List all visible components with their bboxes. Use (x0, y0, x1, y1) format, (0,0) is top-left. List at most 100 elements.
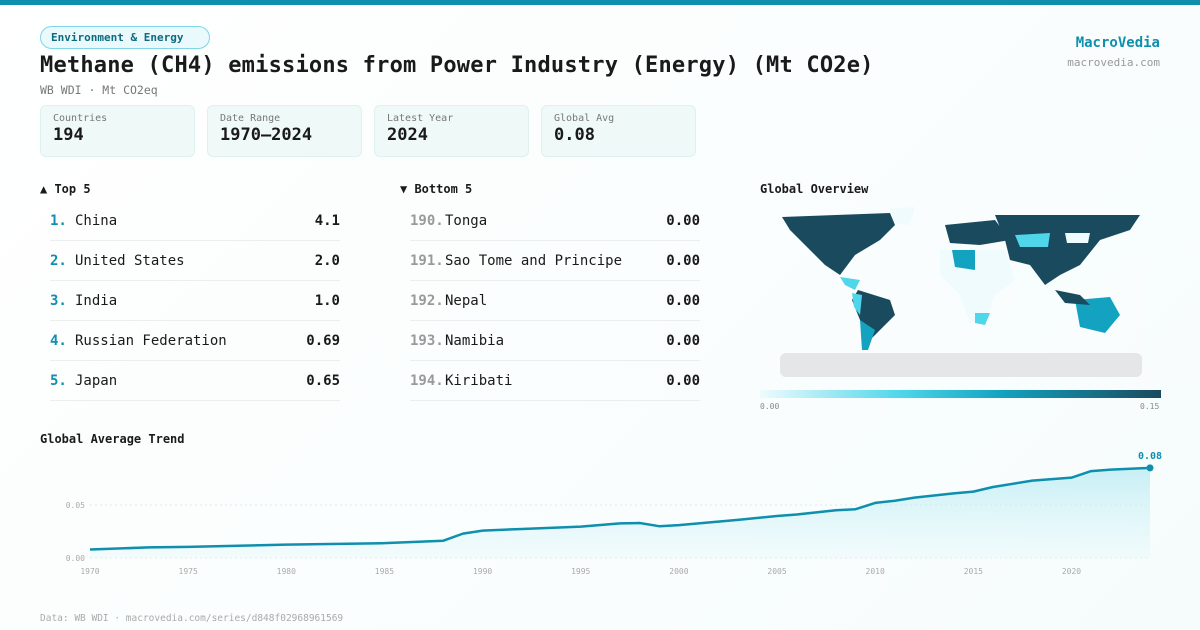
rank: 193. (410, 332, 444, 349)
ranking-row[interactable]: 192. Nepal 0.00 (410, 281, 700, 321)
country-value: 4.1 (314, 212, 340, 229)
rank: 191. (410, 252, 444, 269)
x-tick-label: 2010 (866, 567, 885, 576)
stat-value: 2024 (387, 125, 428, 145)
stat-date-range: Date Range 1970–2024 (207, 105, 362, 157)
greenland (890, 207, 915, 225)
stat-label: Latest Year (387, 113, 454, 124)
ranking-row[interactable]: 193. Namibia 0.00 (410, 321, 700, 361)
country-name: India (75, 292, 118, 309)
x-tick-label: 1980 (277, 567, 296, 576)
rank: 2. (50, 252, 67, 269)
country-name: Nepal (445, 292, 488, 309)
ranking-row[interactable]: 1. China 4.1 (50, 201, 340, 241)
trend-area (90, 467, 1150, 558)
trend-line (89, 466, 1151, 551)
andes (852, 293, 862, 315)
ranking-row[interactable]: 3. India 1.0 (50, 281, 340, 321)
country-name: United States (75, 252, 185, 269)
stat-label: Countries (53, 113, 108, 124)
rank: 194. (410, 372, 444, 389)
argentina (860, 320, 875, 350)
stat-label: Global Avg (554, 113, 615, 124)
x-tick-label: 1990 (473, 567, 492, 576)
world-map (780, 207, 1142, 377)
category-badge[interactable]: Environment & Energy (40, 26, 210, 49)
country-value: 2.0 (314, 252, 340, 269)
rank: 3. (50, 292, 67, 309)
stat-label: Date Range (220, 113, 281, 124)
trend-title: Global Average Trend (40, 432, 185, 446)
rank: 1. (50, 212, 67, 229)
europe (945, 220, 1010, 245)
footer-source[interactable]: Data: WB WDI · macrovedia.com/series/d84… (40, 613, 344, 624)
rank: 190. (410, 212, 444, 229)
north-america (782, 213, 895, 275)
ranking-row[interactable]: 190. Tonga 0.00 (410, 201, 700, 241)
indonesia (1055, 290, 1090, 305)
country-name: Kiribati (445, 372, 513, 389)
x-tick-label: 2005 (767, 567, 786, 576)
map-legend-bar (760, 390, 1161, 398)
legend-min: 0.00 (760, 402, 780, 411)
africa (940, 250, 1015, 323)
ranking-row[interactable]: 4. Russian Federation 0.69 (50, 321, 340, 361)
country-name: China (75, 212, 118, 229)
country-name: Japan (75, 372, 118, 389)
country-value: 0.00 (666, 252, 700, 269)
top5-heading: ▲ Top 5 (40, 182, 91, 196)
ranking-row[interactable]: 191. Sao Tome and Principe 0.00 (410, 241, 700, 281)
legend-max: 0.15 (1140, 402, 1160, 411)
x-tick-label: 1985 (375, 567, 394, 576)
country-name: Russian Federation (75, 332, 227, 349)
x-tick-label: 2000 (669, 567, 688, 576)
antarctica (780, 353, 1142, 377)
country-name: Namibia (445, 332, 505, 349)
country-value: 0.65 (306, 372, 340, 389)
country-name: Tonga (445, 212, 488, 229)
country-value: 0.00 (666, 292, 700, 309)
country-value: 0.69 (306, 332, 340, 349)
central-asia (1015, 233, 1050, 247)
rank: 5. (50, 372, 67, 389)
end-point-marker (1146, 464, 1154, 472)
brand-url[interactable]: macrovedia.com (1067, 56, 1160, 69)
x-tick-label: 2015 (964, 567, 983, 576)
stat-latest-year: Latest Year 2024 (374, 105, 529, 157)
ranking-row[interactable]: 194. Kiribati 0.00 (410, 361, 700, 401)
brand-logo[interactable]: MacroVedia (1075, 35, 1160, 51)
page-title: Methane (CH4) emissions from Power Indus… (40, 53, 874, 78)
country-value: 0.00 (666, 212, 700, 229)
country-value: 1.0 (314, 292, 340, 309)
ranking-row[interactable]: 2. United States 2.0 (50, 241, 340, 281)
y-tick-label: 0.05 (66, 501, 85, 510)
south-africa (975, 313, 990, 325)
australia (1075, 297, 1120, 333)
country-value: 0.00 (666, 372, 700, 389)
asia (995, 215, 1140, 285)
north-africa (952, 250, 975, 270)
stat-global-avg: Global Avg 0.08 (541, 105, 696, 157)
stat-value: 0.08 (554, 125, 595, 145)
map-heading: Global Overview (760, 182, 869, 196)
stat-countries: Countries 194 (40, 105, 195, 157)
y-tick-label: 0.00 (66, 554, 85, 563)
ranking-row[interactable]: 5. Japan 0.65 (50, 361, 340, 401)
end-value-label: 0.08 (1138, 451, 1162, 462)
x-tick-label: 1975 (179, 567, 198, 576)
rank: 192. (410, 292, 444, 309)
bottom5-heading: ▼ Bottom 5 (400, 182, 473, 196)
x-tick-label: 2020 (1062, 567, 1081, 576)
stat-value: 1970–2024 (220, 125, 313, 145)
stat-value: 194 (53, 125, 84, 145)
top-accent-bar (0, 0, 1200, 5)
country-value: 0.00 (666, 332, 700, 349)
x-tick-label: 1995 (571, 567, 590, 576)
country-name: Sao Tome and Principe (445, 252, 623, 269)
rank: 4. (50, 332, 67, 349)
trend-chart: 0.00 0.05 1970 1975 1980 1985 1990 1995 2000 2005… (66, 451, 1162, 576)
x-tick-label: 1970 (80, 567, 99, 576)
page-subtitle: WB WDI · Mt CO2eq (40, 83, 158, 97)
mongolia (1065, 233, 1090, 243)
central-america (840, 277, 860, 290)
